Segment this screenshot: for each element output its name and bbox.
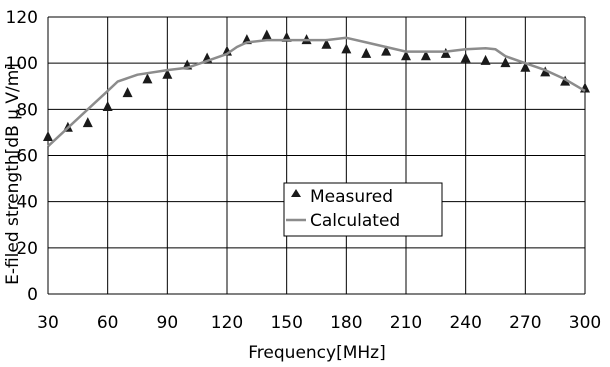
y-tick-label-120: 120 xyxy=(6,8,38,28)
plot-area xyxy=(43,29,590,148)
y-tick-label-40: 40 xyxy=(16,193,38,213)
data-point-measured-5 xyxy=(142,73,153,84)
legend-label-calculated: Calculated xyxy=(310,211,400,231)
data-point-measured-2 xyxy=(82,117,93,128)
series-line-calculated xyxy=(47,36,586,148)
data-point-measured-0 xyxy=(43,131,53,142)
data-point-measured-20 xyxy=(440,47,451,58)
x-tick-label-270: 270 xyxy=(509,313,541,333)
legend-label-measured: Measured xyxy=(310,187,393,207)
data-point-measured-18 xyxy=(401,50,411,61)
legend: Measured Calculated xyxy=(283,182,443,237)
data-point-measured-14 xyxy=(321,38,332,49)
x-tick-label-300: 300 xyxy=(569,313,601,333)
data-point-measured-23 xyxy=(500,57,511,68)
y-axis-title: E-filed strength[dB μ V/m] xyxy=(3,63,23,285)
legend-box xyxy=(283,182,443,237)
x-tick-label-60: 60 xyxy=(97,313,119,333)
data-point-measured-15 xyxy=(341,43,352,54)
data-point-measured-3 xyxy=(102,101,113,112)
data-point-measured-11 xyxy=(261,29,272,40)
y-tick-label-0: 0 xyxy=(27,285,38,305)
x-tick-label-240: 240 xyxy=(449,313,481,333)
y-tick-label-100: 100 xyxy=(6,54,38,74)
data-point-measured-22 xyxy=(480,54,491,65)
x-tick-label-90: 90 xyxy=(157,313,179,333)
x-tick-label-120: 120 xyxy=(211,313,243,333)
tick-labels: 30 60 90 120 150 180 210 240 270 300 0 20 40 60 80 100 1… xyxy=(6,8,602,333)
x-tick-label-210: 210 xyxy=(390,313,422,333)
legend-measured-marker xyxy=(291,189,301,197)
data-point-measured-16 xyxy=(361,47,372,58)
data-point-measured-21 xyxy=(460,52,471,63)
data-point-measured-24 xyxy=(520,61,531,72)
data-point-measured-19 xyxy=(420,50,431,61)
x-axis-title: Frequency[MHz] xyxy=(248,343,385,363)
y-tick-label-20: 20 xyxy=(16,239,38,259)
x-tick-label-30: 30 xyxy=(37,313,59,333)
grid xyxy=(47,16,586,295)
y-tick-label-60: 60 xyxy=(16,147,38,167)
y-tick-label-80: 80 xyxy=(16,100,38,120)
data-point-measured-17 xyxy=(381,45,392,56)
data-point-measured-6 xyxy=(162,68,173,79)
x-tick-label-150: 150 xyxy=(270,313,302,333)
data-point-measured-4 xyxy=(122,87,133,98)
x-tick-label-180: 180 xyxy=(330,313,362,333)
